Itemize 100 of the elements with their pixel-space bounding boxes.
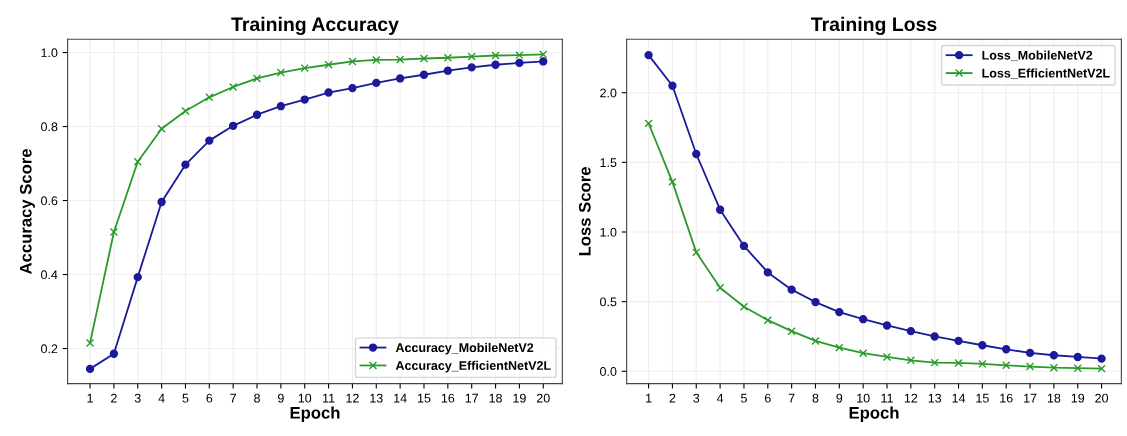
x-tick-label: 2 <box>111 393 117 403</box>
legend-label: Accuracy_MobileNetV2 <box>395 342 534 355</box>
y-tick-label: 0.5 <box>600 297 617 307</box>
x-tick-label: 14 <box>394 393 407 403</box>
x-tick-label: 10 <box>298 393 312 403</box>
point <box>491 51 500 60</box>
point <box>491 60 500 69</box>
point <box>763 268 772 277</box>
x-tick-label: 18 <box>489 393 502 403</box>
point <box>644 50 653 60</box>
legend-label: Loss_MobileNetV2 <box>982 50 1093 62</box>
point <box>1049 363 1059 372</box>
point <box>715 283 725 292</box>
point <box>324 88 333 97</box>
x-tick-label: 12 <box>346 393 359 403</box>
point <box>692 248 701 257</box>
point <box>300 63 309 73</box>
point <box>787 327 796 336</box>
point <box>205 136 214 145</box>
point <box>906 327 916 336</box>
point <box>276 102 286 111</box>
x-tick-label: 8 <box>254 393 260 403</box>
point <box>1097 354 1106 363</box>
x-tick-label: 5 <box>740 393 747 403</box>
x-tick-label: 16 <box>1000 393 1013 403</box>
y-tick-label: 0.8 <box>41 122 58 132</box>
x-tick-label: 17 <box>465 393 479 403</box>
point <box>715 205 725 214</box>
x-tick-label: 15 <box>417 393 431 403</box>
point <box>539 50 548 59</box>
x-tick-label: 16 <box>441 393 455 403</box>
point <box>419 70 429 79</box>
x-tick-label: 7 <box>788 393 795 403</box>
point <box>205 93 214 102</box>
point <box>85 338 95 348</box>
x-tick-label: 14 <box>952 393 966 403</box>
x-tick-label: 5 <box>182 393 189 403</box>
x-tick-label: 9 <box>277 393 284 403</box>
x-tick-label: 8 <box>812 393 819 403</box>
y-axis-title: Accuracy Score <box>19 149 35 275</box>
point <box>930 358 939 367</box>
point <box>978 359 987 369</box>
point <box>930 332 939 341</box>
point <box>954 336 963 346</box>
x-tick-label: 12 <box>904 393 918 403</box>
point <box>954 358 963 368</box>
point <box>395 74 405 83</box>
x-tick-label: 1 <box>87 393 93 403</box>
point <box>739 241 749 251</box>
x-tick-label: 19 <box>513 393 526 403</box>
point <box>252 110 262 119</box>
y-tick-label: 1.0 <box>600 227 617 237</box>
point <box>1002 345 1011 354</box>
point <box>1049 351 1059 360</box>
point <box>644 119 653 128</box>
point <box>133 157 142 166</box>
x-tick-label: 20 <box>536 393 550 403</box>
point <box>811 297 820 307</box>
point <box>1097 364 1106 373</box>
x-tick-label: 6 <box>764 393 771 403</box>
point <box>395 55 405 64</box>
point <box>515 50 524 60</box>
x-tick-label: 4 <box>158 393 165 403</box>
x-tick-label: 13 <box>370 393 383 403</box>
x-tick-label: 11 <box>323 393 335 403</box>
point <box>1073 352 1082 362</box>
point <box>109 227 119 237</box>
point <box>133 272 142 282</box>
point <box>467 52 476 61</box>
y-tick-label: 2.0 <box>600 88 617 98</box>
point <box>668 81 677 90</box>
x-tick-label: 20 <box>1095 393 1109 403</box>
x-tick-label: 13 <box>928 393 942 403</box>
point <box>157 124 166 133</box>
point <box>739 302 749 311</box>
point <box>1002 361 1011 370</box>
y-tick-label: 0.6 <box>41 196 58 206</box>
point <box>692 149 701 159</box>
point <box>157 197 166 207</box>
x-tick-label: 10 <box>857 393 870 403</box>
point <box>539 57 548 66</box>
point <box>419 54 429 63</box>
chart-title: Training Loss <box>811 16 937 36</box>
point <box>443 66 453 75</box>
x-tick-label: 6 <box>206 393 213 403</box>
x-tick-label: 18 <box>1047 393 1061 403</box>
x-tick-label: 4 <box>716 393 724 403</box>
x-axis-title: Epoch <box>849 406 899 422</box>
point <box>181 160 190 169</box>
point <box>109 349 119 358</box>
point <box>906 356 916 365</box>
point <box>787 285 796 294</box>
point <box>276 68 286 77</box>
point <box>85 364 95 374</box>
x-axis-title: Epoch <box>290 406 340 422</box>
point <box>978 341 987 350</box>
x-tick-label: 9 <box>836 393 843 403</box>
point <box>348 83 357 93</box>
y-tick-label: 0.4 <box>41 270 58 280</box>
point <box>467 63 476 72</box>
